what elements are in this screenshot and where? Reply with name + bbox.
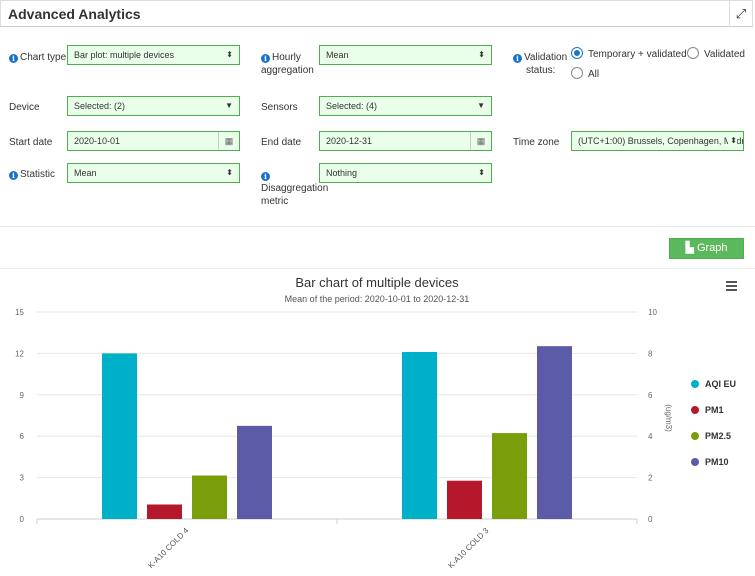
right-tick-label: 6 (648, 391, 653, 400)
bar-aqi-eu[interactable] (102, 353, 137, 519)
filter-form: i Chart type Bar plot: multiple devices ⬍ … (0, 28, 755, 227)
left-tick-label: 9 (20, 391, 25, 400)
legend-label: AQI EU (705, 379, 736, 389)
right-tick-label: 4 (648, 432, 653, 441)
time-zone-label: Time zone (513, 137, 560, 148)
calendar-icon[interactable]: ▦ (470, 132, 491, 150)
section-divider (0, 268, 755, 269)
statistic-label: i Statistic (9, 168, 55, 181)
radio-validated[interactable] (687, 47, 699, 59)
info-icon[interactable]: i (9, 171, 18, 180)
calendar-icon[interactable]: ▦ (218, 132, 239, 150)
legend-marker (691, 458, 699, 466)
left-tick-label: 6 (20, 432, 25, 441)
sensors-label: Sensors (261, 102, 298, 113)
start-date-label: Start date (9, 137, 53, 148)
updown-caret-icon: ⬍ (226, 168, 233, 177)
device-select[interactable]: Selected: (2) ▼ (67, 96, 240, 116)
panel-header: Advanced Analytics ⤢ (0, 0, 753, 27)
disaggregation-metric-label: i Disaggregation metric (261, 172, 329, 207)
bar-pm2-5[interactable] (492, 433, 527, 519)
left-tick-label: 0 (20, 515, 25, 524)
updown-caret-icon: ⬍ (478, 168, 485, 177)
chart-type-label: i Chart type (9, 51, 66, 64)
device-label: Device (9, 102, 40, 113)
legend-marker (691, 380, 699, 388)
bar-aqi-eu[interactable] (402, 352, 437, 519)
bar-chart: Bar chart of multiple devices Mean of th… (15, 275, 737, 570)
start-date-input[interactable]: 2020-10-01 ▦ (67, 131, 240, 151)
sensors-select[interactable]: Selected: (4) ▼ (319, 96, 492, 116)
category-label: K-A10 COLD 4 (146, 526, 190, 570)
right-tick-label: 10 (648, 308, 657, 317)
updown-caret-icon: ⬍ (728, 132, 737, 150)
disaggregation-metric-select[interactable]: Nothing ⬍ (319, 163, 492, 183)
bar-pm1[interactable] (447, 480, 482, 519)
graph-button-label: Graph (696, 242, 728, 254)
bar-pm10[interactable] (537, 346, 572, 519)
info-icon[interactable]: i (261, 54, 270, 63)
radio-temporary-validated[interactable] (571, 47, 583, 59)
right-tick-label: 0 (648, 515, 653, 524)
radio-temporary-validated-label: Temporary + validated (588, 49, 687, 60)
validation-status-label: i Validation status: (513, 51, 567, 77)
bar-pm1[interactable] (147, 504, 182, 519)
caret-down-icon: ▼ (477, 101, 485, 110)
radio-all-label: All (588, 69, 600, 80)
legend-item[interactable]: AQI EU (691, 379, 736, 389)
info-icon[interactable]: i (261, 172, 270, 181)
bar-pm10[interactable] (237, 425, 272, 519)
left-tick-label: 3 (20, 474, 25, 483)
end-date-input[interactable]: 2020-12-31 ▦ (319, 131, 492, 151)
legend-label: PM2.5 (705, 431, 731, 441)
updown-caret-icon: ⬍ (226, 50, 233, 59)
category-label: K-A10 COLD 3 (446, 526, 490, 570)
hourly-aggregation-select[interactable]: Mean ⬍ (319, 45, 492, 65)
hourly-aggregation-label: i Hourly aggregation (261, 52, 314, 76)
right-tick-label: 2 (648, 474, 653, 483)
left-tick-label: 12 (15, 349, 24, 358)
chart-subtitle: Mean of the period: 2020-10-01 to 2020-1… (285, 294, 470, 304)
legend-item[interactable]: PM10 (691, 457, 729, 467)
end-date-label: End date (261, 137, 302, 148)
hamburger-menu-icon[interactable] (726, 281, 737, 291)
area-chart-icon: ▙ (685, 242, 694, 254)
legend-item[interactable]: PM1 (691, 405, 724, 415)
time-zone-select[interactable]: (UTC+1:00) Brussels, Copenhagen, Madr ⬍ (571, 131, 744, 151)
left-tick-label: 15 (15, 308, 24, 317)
updown-caret-icon: ⬍ (478, 50, 485, 59)
legend-item[interactable]: PM2.5 (691, 431, 731, 441)
chart-type-select[interactable]: Bar plot: multiple devices ⬍ (67, 45, 240, 65)
radio-validated-label: Validated (704, 49, 745, 60)
right-tick-label: 8 (648, 349, 653, 358)
legend-marker (691, 432, 699, 440)
graph-button[interactable]: ▙ Graph (669, 238, 744, 259)
legend-label: PM1 (705, 405, 724, 415)
statistic-select[interactable]: Mean ⬍ (67, 163, 240, 183)
expand-icon[interactable]: ⤢ (729, 1, 752, 27)
bar-pm2-5[interactable] (192, 475, 227, 519)
radio-all[interactable] (571, 67, 583, 79)
legend-marker (691, 406, 699, 414)
page-title: Advanced Analytics (8, 6, 141, 22)
right-axis-label: (ug/m3) (664, 404, 673, 432)
info-icon[interactable]: i (513, 54, 522, 63)
info-icon[interactable]: i (9, 54, 18, 63)
legend-label: PM10 (705, 457, 729, 467)
chart-title: Bar chart of multiple devices (295, 275, 459, 290)
caret-down-icon: ▼ (225, 101, 233, 110)
